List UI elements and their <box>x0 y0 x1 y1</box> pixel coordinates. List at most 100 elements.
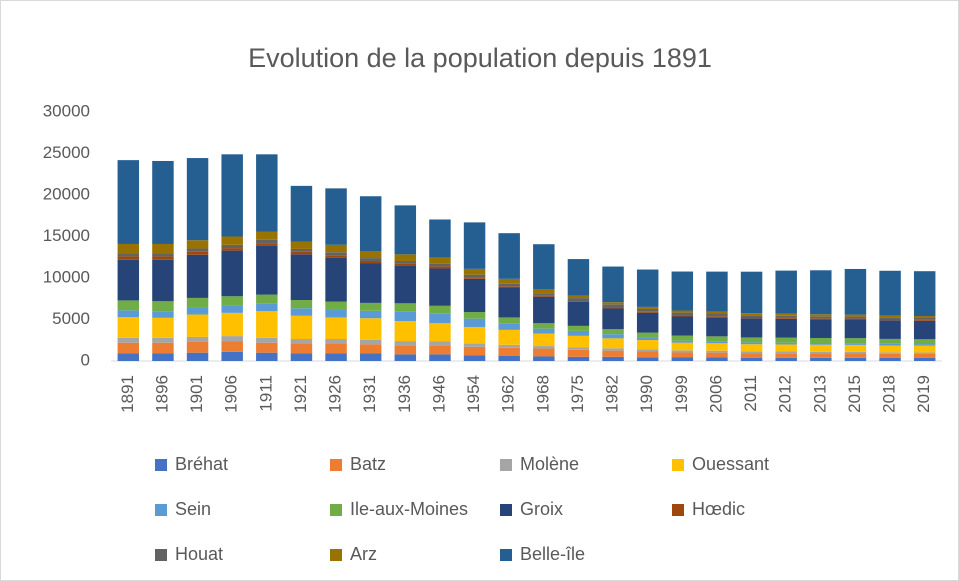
bar-segment <box>567 298 590 301</box>
x-tick-label: 1962 <box>499 375 518 413</box>
bar-segment <box>152 353 174 361</box>
bar-segment <box>325 339 347 344</box>
bar-segment <box>498 287 520 318</box>
bar-segment <box>221 248 243 251</box>
bar-segment <box>775 315 797 318</box>
bar-segment <box>325 252 347 256</box>
bar-segment <box>429 268 451 306</box>
legend-label: Molène <box>520 454 579 474</box>
bar-segment <box>152 259 174 302</box>
x-tick-label: 1990 <box>637 375 656 413</box>
x-tick-label: 2013 <box>810 375 829 413</box>
bar-segment <box>256 294 278 304</box>
legend-swatch <box>155 549 167 561</box>
bar-segment <box>359 196 382 252</box>
x-tick-label: 1946 <box>429 375 448 413</box>
bar-segment <box>498 286 520 288</box>
bar-segment <box>879 357 901 361</box>
bar-segment <box>567 300 590 302</box>
bar-segment <box>879 338 901 344</box>
legend-label: Hœdic <box>692 499 745 519</box>
bar-segment <box>671 310 694 313</box>
bar-segment <box>567 347 590 350</box>
bar-segment <box>359 251 382 259</box>
bar-segment <box>533 328 555 334</box>
x-tick-label: 1982 <box>603 375 622 413</box>
bar-segment <box>463 312 486 319</box>
x-tick-label: 2006 <box>706 375 725 413</box>
bar-segment <box>290 308 313 316</box>
bar-segment <box>498 233 520 279</box>
bar-segment <box>740 357 763 361</box>
bar-segment <box>117 342 140 354</box>
bar-segment <box>290 241 313 249</box>
bar-segment <box>221 341 243 352</box>
bar-segment <box>913 352 936 354</box>
bar-segment <box>567 295 590 299</box>
bar-segment <box>706 311 728 314</box>
bar-segment <box>844 357 867 361</box>
bar-segment <box>602 348 624 351</box>
bar-segment <box>602 266 624 303</box>
x-tick-label: 2015 <box>845 375 864 413</box>
bar-segment <box>740 315 763 318</box>
bar-segment <box>186 336 209 342</box>
bar-segment <box>706 317 728 337</box>
bar-segment <box>533 295 555 297</box>
bar-segment <box>706 271 728 312</box>
bar-segment <box>463 343 486 347</box>
bar-segment <box>844 343 867 345</box>
bar-segment <box>290 343 313 354</box>
bar-segment <box>325 343 347 354</box>
x-tick-label: 1891 <box>118 375 137 413</box>
bar-segment <box>429 323 451 342</box>
bar-segment <box>394 341 417 346</box>
bar-segment <box>290 299 313 309</box>
legend-label: Sein <box>175 499 211 519</box>
bar-segment <box>186 254 209 298</box>
legend-label: Houat <box>175 544 223 564</box>
bar-segment <box>775 342 797 345</box>
y-tick-label: 20000 <box>43 184 90 203</box>
bar-segment <box>636 308 659 312</box>
bar-segment <box>186 240 209 249</box>
bar-segment <box>256 245 278 295</box>
bar-segment <box>394 254 417 261</box>
bar-segment <box>186 341 209 353</box>
bar-segment <box>290 254 313 300</box>
bar-segment <box>671 315 694 317</box>
bar-segment <box>152 243 174 254</box>
bar-segment <box>844 319 867 339</box>
bar-segment <box>533 293 555 296</box>
bar-segment <box>359 344 382 354</box>
bar-segment <box>325 317 347 340</box>
bar-segment <box>152 256 174 260</box>
bar-segment <box>567 349 590 357</box>
bar-segment <box>879 320 901 339</box>
bar-segment <box>740 344 763 352</box>
bar-segment <box>117 310 140 318</box>
bar-segment <box>463 274 486 278</box>
bar-segment <box>221 250 243 297</box>
bar-segment <box>879 352 901 354</box>
bar-segment <box>221 312 243 337</box>
bar-segment <box>636 269 659 307</box>
bar-segment <box>325 257 347 302</box>
bar-segment <box>879 343 901 346</box>
bar-segment <box>602 338 624 349</box>
legend-swatch <box>155 459 167 471</box>
x-tick-label: 1926 <box>326 375 345 413</box>
bar-segment <box>706 343 728 351</box>
bar-segment <box>463 355 486 361</box>
bar-segment <box>359 310 382 319</box>
bar-segment <box>498 347 520 357</box>
bar-segment <box>671 352 694 358</box>
bar-segment <box>636 337 659 341</box>
bar-segment <box>810 314 832 317</box>
bar-segment <box>533 323 555 329</box>
bar-segment <box>810 316 832 319</box>
bar-segment <box>498 344 520 348</box>
bar-segment <box>567 259 590 296</box>
legend-swatch <box>672 459 684 471</box>
